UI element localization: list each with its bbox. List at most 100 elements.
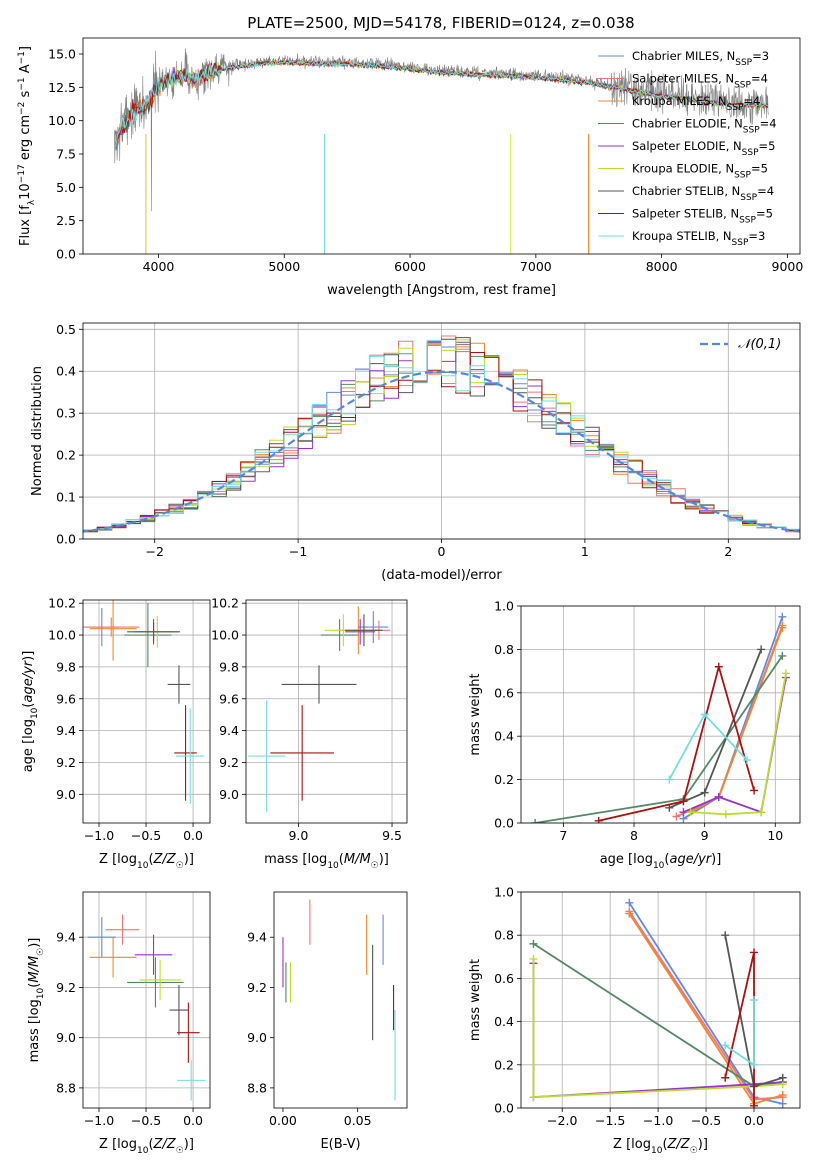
x-tick-label: −2.0 bbox=[547, 1113, 577, 1128]
y-tick-label: 9.4 bbox=[56, 930, 76, 945]
label-part: age [log bbox=[600, 852, 653, 867]
model-spectrum-8 bbox=[115, 59, 768, 147]
legend-entry-6: Chabrier STELIB, NSSP=4 bbox=[632, 184, 774, 203]
label-part: 10 bbox=[30, 707, 40, 719]
legend-entry-4: Salpeter ELODIE, NSSP=5 bbox=[632, 139, 775, 158]
label-part: Kroupa ELODIE, N bbox=[632, 162, 734, 176]
panel-spectrum: 4000 5000 6000 7000 8000 9000 0.0 2.5 5.0 7.5 10.0… bbox=[17, 37, 803, 298]
y-tick-label: 9.8 bbox=[219, 659, 239, 674]
y-tick-label: 2.5 bbox=[56, 213, 76, 228]
label-part: ☉ bbox=[690, 1146, 698, 1156]
weight-series-3 bbox=[534, 655, 784, 823]
label-part: M/M bbox=[344, 852, 371, 867]
weight-marker-6 bbox=[778, 1073, 787, 1082]
label-part: =5 bbox=[759, 139, 776, 153]
x-tick-label: 7 bbox=[559, 828, 567, 843]
label-part: λ bbox=[27, 199, 37, 205]
label-part: ( bbox=[339, 852, 344, 867]
label-part: SSP bbox=[739, 216, 756, 226]
x-tick-label: 0 bbox=[438, 544, 446, 559]
plot-area bbox=[87, 914, 206, 1101]
label-part: Chabrier ELODIE, N bbox=[632, 117, 743, 131]
normal-curve bbox=[83, 370, 800, 533]
weight-marker-1 bbox=[672, 812, 681, 821]
y-tick-label: 1.0 bbox=[494, 599, 514, 614]
y-tick-label: 0.6 bbox=[494, 971, 514, 986]
label-part: ( bbox=[662, 1137, 667, 1152]
weight-marker-7 bbox=[679, 797, 688, 806]
x-tick-label: 6000 bbox=[394, 259, 426, 274]
y-tick-label: 10.2 bbox=[48, 596, 76, 611]
label-part: 10 bbox=[651, 1146, 663, 1156]
legend-entry-normal: 𝒩(0,1) bbox=[738, 337, 781, 352]
weight-marker-7 bbox=[721, 1073, 730, 1082]
x-tick-label: −1.5 bbox=[595, 1113, 625, 1128]
y-tick-label: 9.6 bbox=[219, 691, 239, 706]
label-part: M/M bbox=[27, 956, 42, 983]
label-part: mass [log bbox=[264, 852, 327, 867]
label-part: ☉ bbox=[176, 861, 184, 871]
y-tick-label: 9.2 bbox=[247, 980, 267, 995]
y-tick-label: 0.3 bbox=[56, 406, 76, 421]
y-tick-label: 0.4 bbox=[56, 364, 76, 379]
label-part: )] bbox=[379, 852, 389, 867]
weight-marker-6 bbox=[757, 645, 766, 654]
weight-marker-0 bbox=[778, 612, 787, 621]
weight-marker-7 bbox=[750, 786, 759, 795]
y-tick-label: 0.8 bbox=[494, 928, 514, 943]
y-tick-label: 9.0 bbox=[56, 1030, 76, 1045]
x-tick-label: 9.0 bbox=[288, 828, 308, 843]
axes-frame bbox=[82, 891, 211, 1109]
y-tick-label: 5.0 bbox=[56, 180, 76, 195]
label-part: ( bbox=[27, 983, 42, 988]
label-part: Z/Z bbox=[153, 1137, 177, 1152]
y-tick-label: 9.4 bbox=[247, 930, 267, 945]
x-axis-label: age [log10(age/yr)] bbox=[600, 852, 722, 871]
weight-marker-5 bbox=[721, 810, 730, 819]
panel-age-vs-mass: 9.0 9.5 9.0 9.2 9.4 9.6 9.8 10.0 10.2 mass [log10… bbox=[211, 596, 408, 871]
legend-entry-5: Kroupa ELODIE, NSSP=5 bbox=[632, 162, 768, 181]
x-tick-label: −1.0 bbox=[84, 828, 114, 843]
axes-frame bbox=[273, 891, 408, 1109]
label-part: =4 bbox=[743, 94, 760, 108]
plot-area bbox=[83, 600, 205, 804]
plot-area bbox=[531, 612, 790, 823]
weight-series-5 bbox=[690, 673, 787, 816]
label-part: ] bbox=[18, 46, 33, 51]
label-part: SSP bbox=[742, 148, 759, 158]
label-part: age/yr bbox=[21, 659, 36, 702]
label-part: )] bbox=[711, 852, 721, 867]
y-tick-label: 9.0 bbox=[247, 1030, 267, 1045]
x-tick-label: −1.0 bbox=[643, 1113, 673, 1128]
panel-age-vs-Z: −1.0 −0.5 0.0 9.0 9.2 9.4 9.6 9.8 10.0 10.2 Z [log… bbox=[21, 596, 211, 871]
label-part: age [log bbox=[21, 719, 36, 772]
weight-marker-2 bbox=[778, 1091, 787, 1100]
x-axis-label: E(B-V) bbox=[320, 1137, 360, 1152]
label-part: Salpeter ELODIE, N bbox=[632, 139, 742, 153]
weight-marker-8 bbox=[743, 756, 752, 765]
x-axis-label: mass [log10(M/M☉)] bbox=[264, 852, 389, 871]
x-tick-label: 7000 bbox=[520, 259, 552, 274]
label-part: Salpeter MILES, N bbox=[632, 72, 734, 86]
label-part: SSP bbox=[743, 126, 760, 136]
x-tick-label: 2 bbox=[724, 544, 732, 559]
y-tick-label: 9.0 bbox=[56, 787, 76, 802]
y-tick-label: 9.0 bbox=[219, 787, 239, 802]
x-tick-label: 10 bbox=[767, 828, 783, 843]
weight-marker-3 bbox=[529, 939, 538, 948]
y-tick-label: 10.2 bbox=[211, 596, 239, 611]
axes-frame bbox=[245, 599, 408, 824]
x-tick-label: 0.0 bbox=[744, 1113, 764, 1128]
y-axis-label: age [log10(age/yr)] bbox=[21, 651, 40, 773]
label-part: SSP bbox=[734, 171, 751, 181]
panel-mass-vs-EBV: 0.00 0.05 8.8 9.0 9.2 9.4 E(B-V) bbox=[247, 891, 408, 1152]
y-tick-label: 8.8 bbox=[56, 1080, 76, 1095]
panel-mass-vs-Z: −1.0 −0.5 0.08.89.09.29.4Z [log10(Z/Z☉)]ma… bbox=[27, 891, 211, 1156]
label-part: SSP bbox=[732, 238, 749, 248]
label-part: =5 bbox=[756, 207, 773, 221]
label-part: Z [log bbox=[613, 1137, 651, 1152]
y-tick-label: 0.1 bbox=[56, 490, 76, 505]
label-part: )] bbox=[27, 938, 42, 948]
label-part: 10 bbox=[653, 861, 665, 871]
